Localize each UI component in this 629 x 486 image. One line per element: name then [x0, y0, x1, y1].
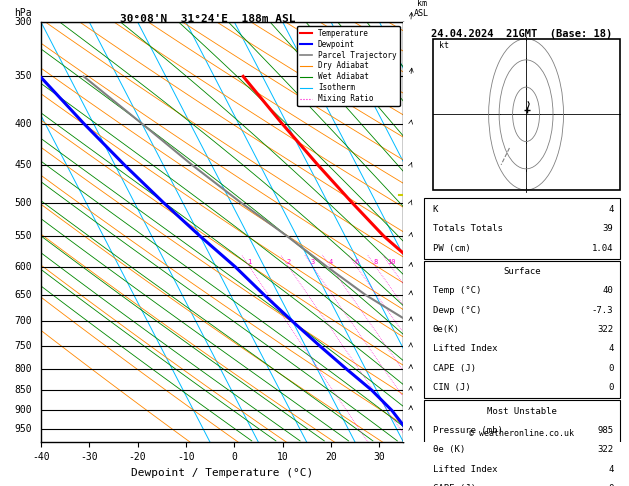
Text: CAPE (J): CAPE (J) — [433, 484, 476, 486]
Text: 4: 4 — [608, 205, 613, 214]
Text: θe(K): θe(K) — [433, 325, 459, 334]
Text: 4: 4 — [329, 259, 333, 265]
Text: 750: 750 — [14, 341, 32, 351]
Text: 1: 1 — [405, 406, 410, 415]
Text: 500: 500 — [14, 197, 32, 208]
Text: 40: 40 — [603, 286, 613, 295]
Text: 450: 450 — [14, 160, 32, 170]
Text: Temp (°C): Temp (°C) — [433, 286, 481, 295]
Text: 4: 4 — [608, 345, 613, 353]
Text: Most Unstable: Most Unstable — [487, 407, 557, 416]
Bar — [424, 400, 620, 486]
Text: K: K — [433, 205, 438, 214]
Text: Mixing Ratio (g/kg): Mixing Ratio (g/kg) — [442, 185, 452, 279]
Text: 8: 8 — [374, 259, 378, 265]
Text: 350: 350 — [14, 71, 32, 81]
Text: PW (cm): PW (cm) — [433, 243, 470, 253]
Text: 10: 10 — [387, 259, 396, 265]
Text: 1: 1 — [248, 259, 252, 265]
Text: 39: 39 — [603, 224, 613, 233]
Text: 322: 322 — [598, 325, 613, 334]
Text: Totals Totals: Totals Totals — [433, 224, 503, 233]
Text: 5: 5 — [405, 228, 410, 238]
Text: 24.04.2024  21GMT  (Base: 18): 24.04.2024 21GMT (Base: 18) — [431, 30, 613, 39]
Text: 322: 322 — [598, 445, 613, 454]
Text: Lifted Index: Lifted Index — [433, 345, 497, 353]
X-axis label: Dewpoint / Temperature (°C): Dewpoint / Temperature (°C) — [131, 468, 313, 478]
Text: kt: kt — [439, 41, 448, 50]
Text: 4: 4 — [608, 465, 613, 474]
Text: 900: 900 — [14, 405, 32, 416]
Text: 3: 3 — [311, 259, 315, 265]
Text: 850: 850 — [14, 385, 32, 395]
Text: 550: 550 — [14, 231, 32, 241]
Text: 800: 800 — [14, 364, 32, 374]
Text: Surface: Surface — [503, 267, 541, 276]
Text: -7.3: -7.3 — [592, 306, 613, 315]
Text: 6: 6 — [355, 259, 359, 265]
Text: 300: 300 — [14, 17, 32, 27]
Text: 1.04: 1.04 — [592, 243, 613, 253]
Text: 6: 6 — [405, 184, 410, 192]
Text: 2: 2 — [405, 364, 410, 373]
Text: km
ASL: km ASL — [414, 0, 429, 17]
Legend: Temperature, Dewpoint, Parcel Trajectory, Dry Adiabat, Wet Adiabat, Isotherm, Mi: Temperature, Dewpoint, Parcel Trajectory… — [298, 26, 399, 106]
Text: 4: 4 — [405, 274, 410, 283]
Text: Dewp (°C): Dewp (°C) — [433, 306, 481, 315]
Text: 0: 0 — [608, 383, 613, 392]
Text: 600: 600 — [14, 262, 32, 272]
Text: hPa: hPa — [14, 8, 32, 17]
Bar — [424, 260, 620, 398]
Text: Pressure (mb): Pressure (mb) — [433, 426, 503, 435]
Text: 0: 0 — [608, 484, 613, 486]
Text: 985: 985 — [598, 426, 613, 435]
Text: 650: 650 — [14, 290, 32, 300]
Text: CAPE (J): CAPE (J) — [433, 364, 476, 373]
Text: © weatheronline.co.uk: © weatheronline.co.uk — [469, 429, 574, 438]
Text: 700: 700 — [14, 316, 32, 327]
Text: 0: 0 — [608, 364, 613, 373]
Text: θe (K): θe (K) — [433, 445, 465, 454]
Text: CIN (J): CIN (J) — [433, 383, 470, 392]
Text: 7: 7 — [405, 137, 410, 145]
Text: 30°08'N  31°24'E  188m ASL: 30°08'N 31°24'E 188m ASL — [120, 14, 296, 24]
Text: LCL: LCL — [405, 191, 420, 200]
Text: 2: 2 — [287, 259, 291, 265]
Bar — [433, 39, 620, 190]
Bar — [424, 198, 620, 259]
Text: 400: 400 — [14, 119, 32, 129]
Text: Lifted Index: Lifted Index — [433, 465, 497, 474]
Text: 950: 950 — [14, 424, 32, 434]
Text: 3: 3 — [405, 317, 410, 326]
Text: 8: 8 — [405, 82, 410, 91]
